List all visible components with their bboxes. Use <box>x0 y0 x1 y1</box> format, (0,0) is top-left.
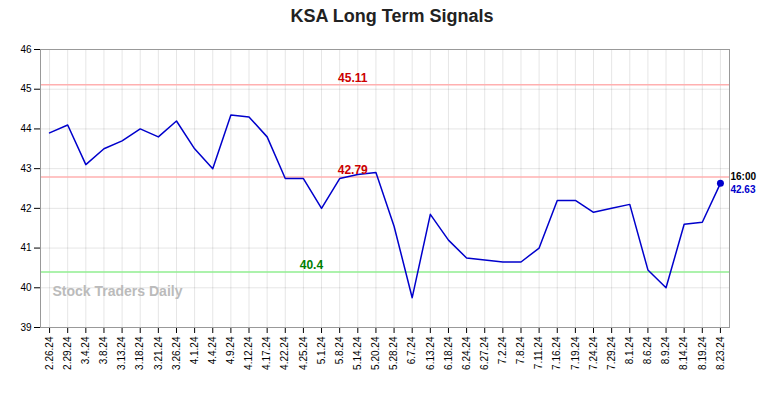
svg-text:5.8.24: 5.8.24 <box>334 336 345 364</box>
svg-text:45: 45 <box>20 83 32 94</box>
svg-text:Stock Traders Daily: Stock Traders Daily <box>53 283 183 299</box>
svg-text:5.1.24: 5.1.24 <box>316 336 327 364</box>
svg-text:6.18.24: 6.18.24 <box>443 336 454 370</box>
svg-text:8.6.24: 8.6.24 <box>642 336 653 364</box>
svg-text:6.27.24: 6.27.24 <box>479 336 490 370</box>
svg-text:6.7.24: 6.7.24 <box>406 336 417 364</box>
svg-text:4.17.24: 4.17.24 <box>261 336 272 370</box>
svg-text:4.1.24: 4.1.24 <box>189 336 200 364</box>
svg-text:8.19.24: 8.19.24 <box>697 336 708 370</box>
svg-text:46: 46 <box>20 44 32 55</box>
svg-text:3.8.24: 3.8.24 <box>98 336 109 364</box>
svg-text:3.4.24: 3.4.24 <box>80 336 91 364</box>
svg-text:7.19.24: 7.19.24 <box>570 336 581 370</box>
svg-text:8.14.24: 8.14.24 <box>678 336 689 370</box>
svg-text:3.26.24: 3.26.24 <box>171 336 182 370</box>
svg-text:4.9.24: 4.9.24 <box>225 336 236 364</box>
svg-text:16:00: 16:00 <box>730 171 756 182</box>
svg-text:7.8.24: 7.8.24 <box>515 336 526 364</box>
svg-text:42.63: 42.63 <box>730 184 755 195</box>
svg-text:44: 44 <box>20 123 32 134</box>
svg-text:39: 39 <box>20 322 32 333</box>
svg-text:3.13.24: 3.13.24 <box>116 336 127 370</box>
svg-text:7.16.24: 7.16.24 <box>551 336 562 370</box>
svg-text:43: 43 <box>20 163 32 174</box>
svg-text:4.12.24: 4.12.24 <box>243 336 254 370</box>
svg-text:2.26.24: 2.26.24 <box>44 336 55 370</box>
svg-text:5.14.24: 5.14.24 <box>352 336 363 370</box>
svg-text:6.13.24: 6.13.24 <box>425 336 436 370</box>
svg-text:45.11: 45.11 <box>338 71 368 85</box>
svg-text:4.22.24: 4.22.24 <box>279 336 290 370</box>
svg-text:8.9.24: 8.9.24 <box>660 336 671 364</box>
svg-text:40.4: 40.4 <box>300 258 324 272</box>
svg-text:3.18.24: 3.18.24 <box>134 336 145 370</box>
svg-text:41: 41 <box>20 242 32 253</box>
svg-text:8.1.24: 8.1.24 <box>624 336 635 364</box>
svg-text:5.20.24: 5.20.24 <box>370 336 381 370</box>
svg-text:42: 42 <box>20 203 32 214</box>
svg-text:7.29.24: 7.29.24 <box>606 336 617 370</box>
svg-text:4.25.24: 4.25.24 <box>298 336 309 370</box>
html-text:KSA Long Term Signals: KSA Long Term Signals <box>290 6 494 26</box>
svg-text:4.4.24: 4.4.24 <box>207 336 218 364</box>
svg-text:40: 40 <box>20 282 32 293</box>
svg-text:3.21.24: 3.21.24 <box>153 336 164 370</box>
svg-text:5.28.24: 5.28.24 <box>388 336 399 370</box>
svg-text:8.23.24: 8.23.24 <box>715 336 726 370</box>
svg-text:7.11.24: 7.11.24 <box>533 336 544 369</box>
svg-text:7.2.24: 7.2.24 <box>497 336 508 364</box>
svg-text:42.79: 42.79 <box>338 163 368 177</box>
svg-text:2.29.24: 2.29.24 <box>62 336 73 370</box>
svg-text:7.24.24: 7.24.24 <box>588 336 599 370</box>
svg-text:6.24.24: 6.24.24 <box>461 336 472 370</box>
